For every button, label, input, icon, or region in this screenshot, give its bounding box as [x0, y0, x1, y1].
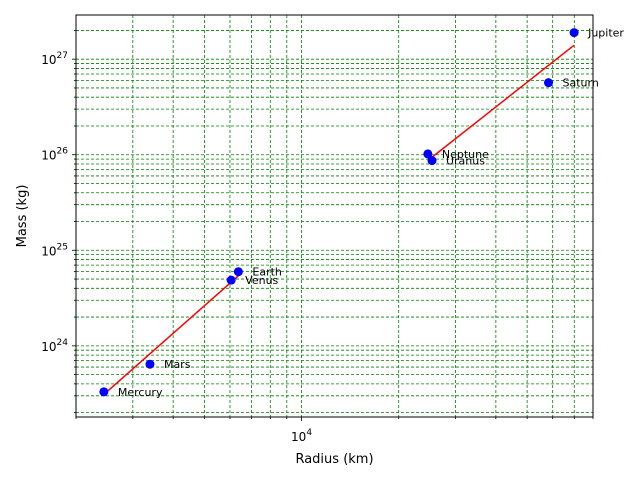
point-label-earth: Earth: [252, 266, 282, 279]
tick-label: 1027: [41, 51, 68, 67]
point-neptune: [423, 149, 433, 159]
plot-frame: [75, 14, 594, 418]
tick-label: 1026: [41, 147, 68, 163]
point-venus: [226, 275, 236, 285]
fit-lines: [103, 44, 575, 396]
point-label-saturn: Saturn: [562, 77, 598, 90]
point-label-jupiter: Jupiter: [587, 27, 624, 40]
point-saturn: [543, 78, 553, 88]
point-label-venus: Venus: [245, 274, 278, 287]
point-label-neptune: Neptune: [442, 148, 489, 161]
point-earth: [233, 267, 243, 277]
tick-label: 1024: [41, 338, 68, 354]
point-label-uranus: Uranus: [446, 155, 485, 168]
point-label-mars: Mars: [164, 358, 191, 371]
point-label-mercury: Mercury: [118, 386, 163, 399]
point-jupiter: [569, 28, 579, 38]
tick-label: 1025: [41, 242, 68, 258]
point-mars: [145, 359, 155, 369]
axis-ticks: 104 1024 1025 1026 1027: [41, 30, 594, 444]
point-uranus: [427, 156, 437, 166]
y-axis-label: Mass (kg): [15, 185, 30, 248]
data-points: [99, 28, 579, 397]
point-mercury: [99, 387, 109, 397]
fit-line-2: [427, 44, 575, 162]
fit-line-1: [103, 275, 239, 396]
x-axis-label: Radius (km): [295, 452, 373, 467]
grid: [75, 15, 594, 417]
tick-label: 104: [291, 428, 312, 444]
